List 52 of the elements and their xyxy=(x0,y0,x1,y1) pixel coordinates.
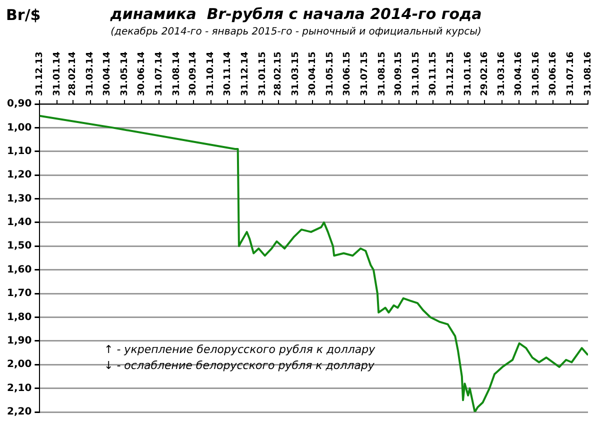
y-tick-label: 2,00 xyxy=(6,359,32,370)
x-tick-label: 31.05.15 xyxy=(326,52,336,96)
x-tick-label: 30.11.15 xyxy=(428,52,439,96)
y-axis-title: Br/$ xyxy=(6,6,41,24)
x-tick-label: 31.01.16 xyxy=(463,52,474,96)
y-tick-label: 1,80 xyxy=(6,312,32,323)
annotation: ↑ - укрепление белорусского рубля к доллару xyxy=(104,342,376,358)
x-tick-label: 31.12.14 xyxy=(240,52,250,96)
x-tick-label: 31.08.16 xyxy=(583,52,594,96)
annotation: ↓ - ослабление белорусского рубля к доллару xyxy=(104,358,376,374)
y-tick-label: 1,70 xyxy=(6,288,32,300)
x-tick-label: 31.07.14 xyxy=(154,52,164,96)
y-tick-label: 2,20 xyxy=(6,406,32,418)
x-tick-label: 31.03.14 xyxy=(86,52,96,96)
y-tick-label: 0,90 xyxy=(6,98,32,110)
x-tick-label: 31.12.13 xyxy=(35,52,46,96)
chart-title: динамика Br-рубля с начала 2014-го года xyxy=(109,4,482,23)
x-tick-label: 31.10.15 xyxy=(412,52,422,96)
x-tick-label: 30.06.15 xyxy=(342,52,352,96)
y-tick-label: 1,00 xyxy=(6,122,32,134)
x-tick-label: 31.10.14 xyxy=(206,52,216,96)
x-tick-label: 30.06.14 xyxy=(136,52,147,96)
x-tick-label: 30.09.15 xyxy=(394,52,404,96)
x-tick-label: 31.01.14 xyxy=(52,52,62,96)
y-tick-label: 1,90 xyxy=(6,336,32,347)
x-tick-label: 31.03.15 xyxy=(291,52,302,96)
x-tick-label: 31.08.15 xyxy=(377,52,388,96)
y-tick-label: 1,40 xyxy=(6,217,32,228)
x-tick-label: 31.08.14 xyxy=(172,52,182,96)
y-tick-label: 2,10 xyxy=(6,382,32,394)
x-tick-label: 31.01.15 xyxy=(258,52,268,96)
x-tick-label: 31.12.15 xyxy=(446,52,456,96)
chart-subtitle: (декабрь 2014-го - январь 2015-го - рыночный и официальный курсы) xyxy=(110,26,482,38)
x-tick-label: 28.02.15 xyxy=(274,52,284,96)
x-tick-label: 31.07.16 xyxy=(566,52,576,96)
x-tick-label: 31.03.16 xyxy=(497,52,508,96)
x-tick-label: 30.04.15 xyxy=(308,52,318,96)
y-tick-label: 1,10 xyxy=(6,146,32,157)
x-tick-label: 30.11.14 xyxy=(223,52,234,96)
y-tick-label: 1,50 xyxy=(6,240,32,252)
x-tick-label: 31.05.16 xyxy=(532,52,542,96)
x-tick-label: 31.07.15 xyxy=(360,52,370,96)
y-tick-label: 1,30 xyxy=(6,193,32,204)
y-tick-label: 1,20 xyxy=(6,170,32,181)
y-tick-label: 1,60 xyxy=(6,264,32,276)
x-tick-label: 28.02.14 xyxy=(68,52,78,96)
x-tick-label: 31.05.14 xyxy=(120,52,130,96)
x-tick-label: 30.04.16 xyxy=(514,52,524,96)
x-tick-label: 29.02.16 xyxy=(480,52,490,96)
x-tick-label: 30.09.14 xyxy=(188,52,199,96)
x-tick-label: 30.06.16 xyxy=(548,52,558,96)
x-tick-label: 30.04.14 xyxy=(102,52,113,96)
